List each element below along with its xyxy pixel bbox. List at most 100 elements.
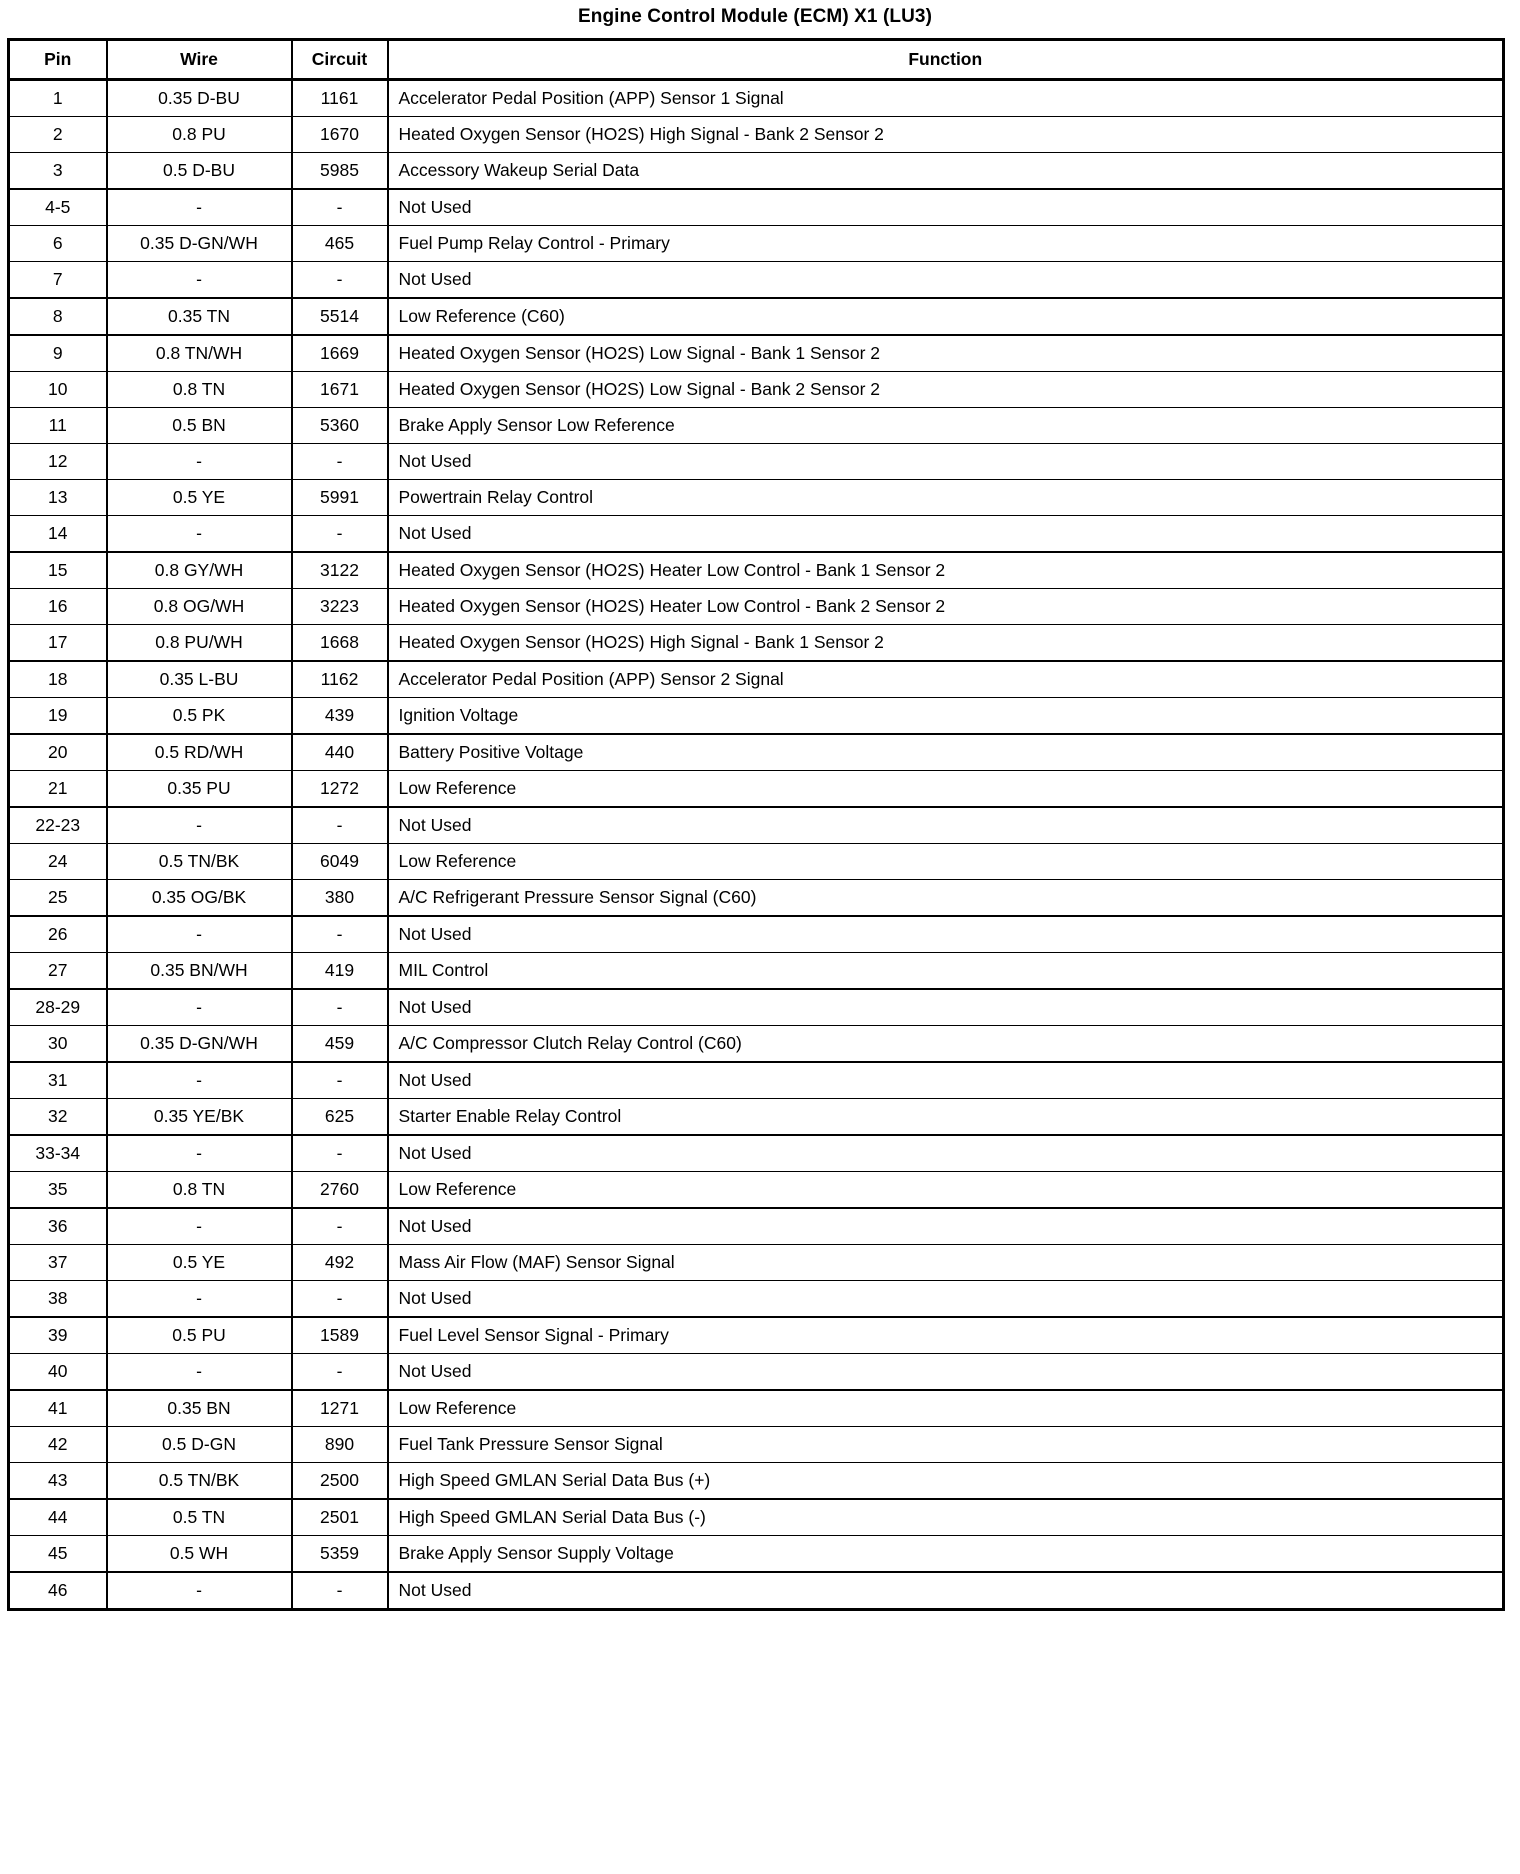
cell-circuit: 1589 [290,1316,389,1354]
cell-wire: - [105,806,293,844]
cell-circuit: 492 [290,1244,389,1281]
cell-function: Heated Oxygen Sensor (HO2S) Low Signal -… [386,371,1505,408]
table-row: 1 0.35 D-BU 1161 Accelerator Pedal Position… [7,79,1505,117]
cell-pin: 11 [7,407,108,444]
table-row: 20 0.5 RD/WH 440 Battery Positive Voltage [7,733,1505,771]
cell-circuit: 1271 [290,1389,389,1427]
table-row: 28-29- - Not Used [7,988,1505,1026]
table-row: 44 0.5 TN 2501 High Speed GMLAN Serial Data… [7,1498,1505,1536]
table-row: 31- - Not Used [7,1061,1505,1099]
cell-pin: 42 [7,1426,108,1463]
cell-pin: 32 [7,1098,108,1136]
cell-function: Low Reference [386,843,1505,880]
cell-function: Fuel Tank Pressure Sensor Signal [386,1426,1505,1463]
cell-circuit: 419 [290,952,389,990]
cell-wire: - [105,915,293,953]
cell-circuit: - [290,1280,389,1318]
cell-pin: 16 [7,588,108,625]
cell-pin: 43 [7,1462,108,1500]
cell-circuit: - [290,1571,389,1611]
cell-pin: 35 [7,1171,108,1209]
cell-wire: 0.35 YE/BK [105,1098,293,1136]
cell-function: Not Used [386,1061,1505,1099]
cell-wire: 0.5 D-GN [105,1426,293,1463]
table-row: 39 0.5 PU 1589 Fuel Level Sensor Signal - P… [7,1316,1505,1354]
cell-circuit: 3122 [290,551,389,589]
cell-wire: 0.35 D-BU [105,79,293,117]
cell-pin: 26 [7,915,108,953]
cell-circuit: - [290,806,389,844]
cell-function: Heated Oxygen Sensor (HO2S) High Signal … [386,624,1505,662]
table-row: 11 0.5 BN 5360 Brake Apply Sensor Low Refer… [7,407,1505,444]
cell-circuit: 5985 [290,152,389,190]
cell-wire: 0.5 PK [105,697,293,735]
cell-pin: 38 [7,1280,108,1318]
cell-function: Low Reference [386,1389,1505,1427]
cell-pin: 2 [7,116,108,153]
cell-function: Not Used [386,1134,1505,1172]
cell-pin: 30 [7,1025,108,1063]
cell-function: Low Reference (C60) [386,297,1505,336]
cell-circuit: 5991 [290,479,389,516]
cell-pin: 28-29 [7,988,108,1026]
cell-function: Fuel Pump Relay Control - Primary [386,225,1505,262]
cell-circuit: - [290,1134,389,1172]
cell-circuit: 2501 [290,1498,389,1536]
cell-circuit: 465 [290,225,389,262]
cell-circuit: - [290,515,389,553]
cell-wire: - [105,261,293,299]
cell-wire: 0.5 YE [105,1244,293,1281]
cell-function: Not Used [386,988,1505,1026]
table-row: 14- - Not Used [7,515,1505,553]
cell-circuit: - [290,988,389,1026]
cell-wire: 0.5 RD/WH [105,733,293,771]
cell-function: Heated Oxygen Sensor (HO2S) Heater Low C… [386,551,1505,589]
cell-wire: 0.35 OG/BK [105,879,293,917]
cell-function: Not Used [386,1207,1505,1245]
cell-wire: - [105,188,293,226]
cell-pin: 27 [7,952,108,990]
table-row: 13 0.5 YE 5991 Powertrain Relay Control [7,479,1505,516]
table-row: 30 0.35 D-GN/WH 459 A/C Compressor Clutch R… [7,1025,1505,1063]
table-row: 26- - Not Used [7,915,1505,953]
table-body: 1 0.35 D-BU 1161 Accelerator Pedal Position… [7,79,1505,1611]
cell-pin: 45 [7,1535,108,1573]
cell-pin: 15 [7,551,108,589]
cell-function: Heated Oxygen Sensor (HO2S) Low Signal -… [386,334,1505,372]
cell-function: Accelerator Pedal Position (APP) Sensor … [386,660,1505,698]
cell-function: Accessory Wakeup Serial Data [386,152,1505,190]
cell-pin: 36 [7,1207,108,1245]
cell-circuit: - [290,1061,389,1099]
table-row: 7- - Not Used [7,261,1505,299]
cell-circuit: - [290,1207,389,1245]
table-row: 19 0.5 PK 439 Ignition Voltage [7,697,1505,735]
cell-function: Not Used [386,1571,1505,1611]
cell-function: Low Reference [386,1171,1505,1209]
cell-wire: 0.35 PU [105,770,293,808]
cell-wire: 0.8 TN [105,371,293,408]
cell-wire: 0.5 TN/BK [105,1462,293,1500]
cell-circuit: 1671 [290,371,389,408]
cell-pin: 37 [7,1244,108,1281]
cell-circuit: 440 [290,733,389,771]
cell-pin: 21 [7,770,108,808]
cell-circuit: - [290,261,389,299]
cell-circuit: 1670 [290,116,389,153]
table-row: 42 0.5 D-GN 890 Fuel Tank Pressure Sensor S… [7,1426,1505,1463]
cell-wire: - [105,1280,293,1318]
cell-circuit: - [290,915,389,953]
cell-function: Not Used [386,188,1505,226]
cell-wire: 0.5 TN [105,1498,293,1536]
cell-pin: 18 [7,660,108,698]
cell-circuit: 2500 [290,1462,389,1500]
table-row: 15 0.8 GY/WH 3122 Heated Oxygen Sensor (HO2… [7,551,1505,589]
cell-pin: 6 [7,225,108,262]
cell-circuit: 439 [290,697,389,735]
cell-pin: 39 [7,1316,108,1354]
cell-circuit: 3223 [290,588,389,625]
table-row: 8 0.35 TN 5514 Low Reference (C60) [7,297,1505,336]
cell-wire: 0.8 OG/WH [105,588,293,625]
cell-function: Not Used [386,1280,1505,1318]
table-header-row: Pin Wire Circuit Function [7,39,1505,81]
